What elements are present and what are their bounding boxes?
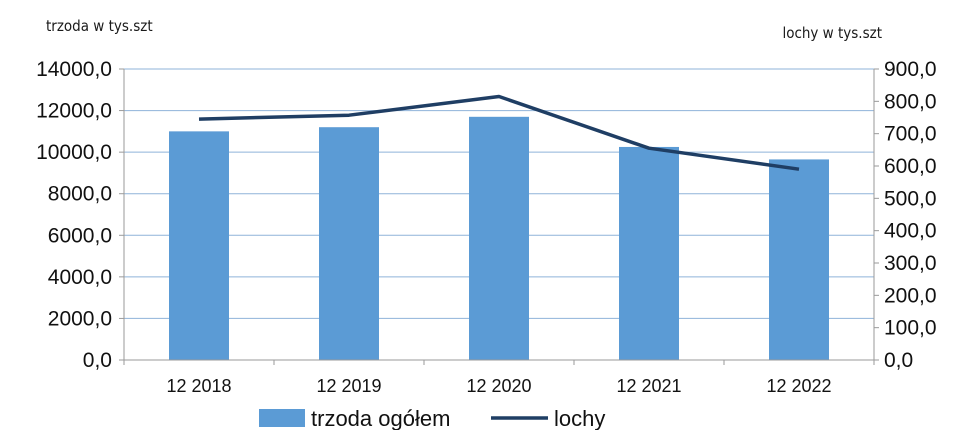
- right-axis-tick-label: 200,0: [884, 284, 937, 307]
- right-axis-tick-label: 0,0: [884, 349, 913, 372]
- legend-label-line: lochy: [554, 406, 605, 430]
- legend: trzoda ogółem lochy: [259, 406, 605, 430]
- x-axis-category-label: 12 2020: [466, 376, 531, 396]
- legend-label-bars: trzoda ogółem: [311, 406, 450, 430]
- right-axis-unit-label: lochy w tys.szt: [782, 24, 882, 42]
- left-axis-tick-label: 6000,0: [48, 224, 112, 247]
- right-axis-tick-label: 100,0: [884, 317, 937, 340]
- right-axis-tick-label: 900,0: [884, 58, 937, 81]
- line-series: [198, 94, 800, 171]
- left-axis-tick-label: 8000,0: [48, 183, 112, 206]
- right-axis-tick-label: 800,0: [884, 90, 937, 113]
- right-axis-tick-label: 700,0: [884, 123, 937, 146]
- left-axis-tick-label: 4000,0: [48, 266, 112, 289]
- left-axis-tick-label: 0,0: [83, 349, 112, 372]
- x-axis-category-label: 12 2018: [166, 376, 231, 396]
- x-axis-category-label: 12 2022: [766, 376, 831, 396]
- bar: [769, 159, 829, 360]
- left-axis-unit-label: trzoda w tys.szt: [46, 17, 153, 35]
- bar: [169, 131, 229, 360]
- x-axis-category-label: 12 2019: [316, 376, 381, 396]
- left-axis-tick-label: 12000,0: [36, 100, 112, 123]
- bar: [469, 116, 529, 360]
- bar-series: [169, 116, 829, 360]
- right-axis-tick-label: 600,0: [884, 155, 937, 178]
- bar: [319, 127, 379, 360]
- tick-labels: 0,0 2000,0 4000,0 6000,0 8000,0 10000,0 12000,…: [36, 58, 936, 396]
- legend-swatch-bars: [259, 409, 305, 427]
- right-axis-tick-label: 500,0: [884, 187, 937, 210]
- right-axis-tick-label: 400,0: [884, 220, 937, 243]
- right-axis-tick-label: 300,0: [884, 252, 937, 275]
- bar: [619, 146, 679, 360]
- left-axis-tick-label: 2000,0: [48, 307, 112, 330]
- left-axis-tick-label: 14000,0: [36, 58, 112, 81]
- axes: [119, 68, 879, 365]
- x-axis-category-label: 12 2021: [616, 376, 681, 396]
- left-axis-tick-label: 10000,0: [36, 141, 112, 164]
- line-lochy: [198, 94, 800, 171]
